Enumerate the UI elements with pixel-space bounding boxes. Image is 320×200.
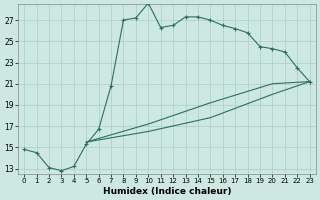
X-axis label: Humidex (Indice chaleur): Humidex (Indice chaleur) [103, 187, 231, 196]
